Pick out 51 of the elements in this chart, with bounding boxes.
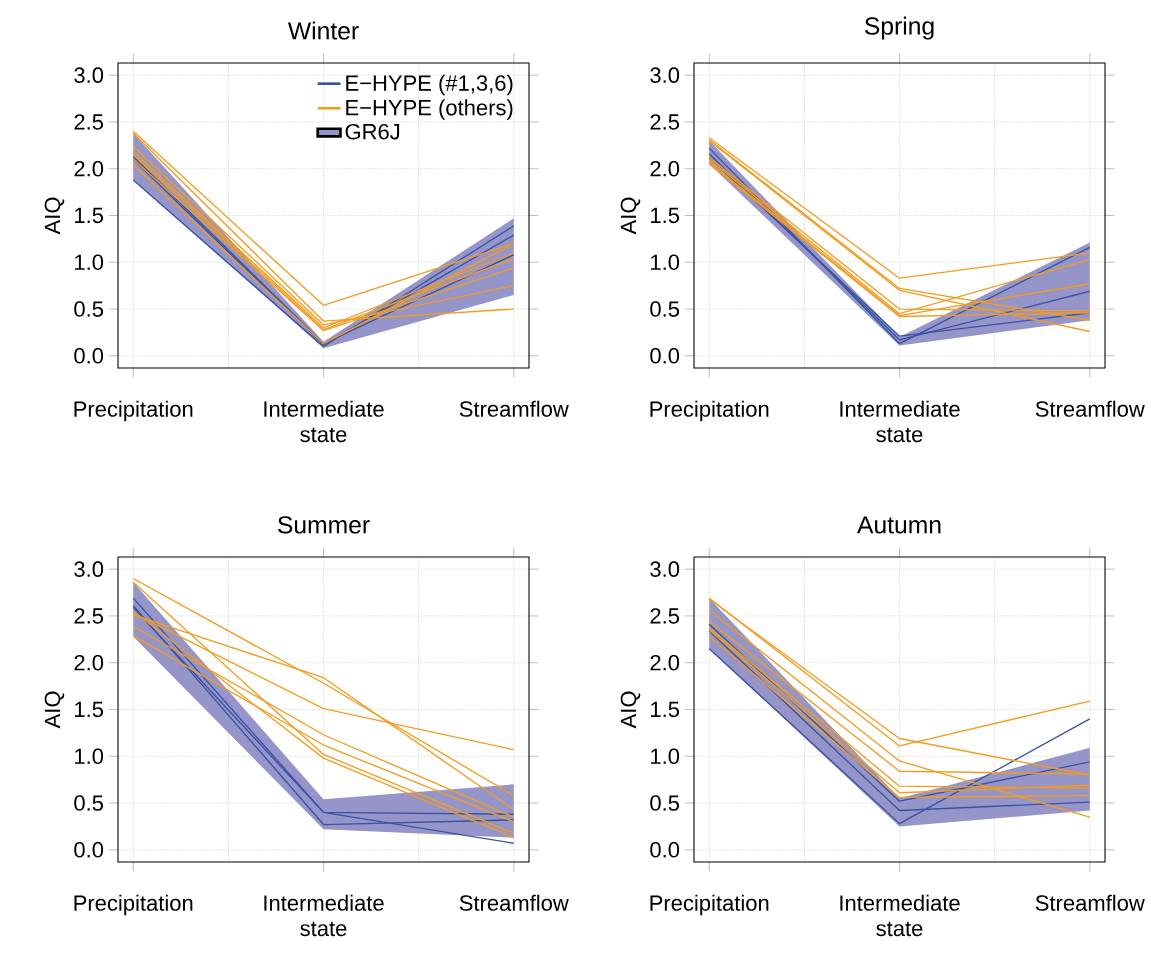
x-tick-label: Streamflow	[1035, 400, 1145, 417]
y-axis-title: AIQ	[44, 197, 65, 235]
y-tick-label: 2.0	[74, 654, 104, 671]
y-axis-title: AIQ	[620, 197, 641, 235]
y-tick-label: 0.5	[650, 795, 680, 811]
y-tick-label: 1.5	[75, 207, 104, 224]
y-tick-label: 1.0	[75, 748, 104, 765]
y-tick-label: 1.5	[75, 701, 104, 718]
x-tick-label: Streamflow	[459, 400, 569, 417]
y-axis-title: AIQ	[620, 691, 641, 729]
y-tick-label: 0.0	[74, 842, 104, 858]
x-tick-label: Intermediate state	[264, 400, 384, 443]
x-tick-label: Precipitation	[74, 400, 193, 422]
y-tick-label: 0.0	[650, 842, 680, 858]
x-tick-label: Streamflow	[1035, 894, 1145, 911]
y-tick-label: 2.5	[650, 608, 680, 624]
chart-title: Winter	[287, 21, 359, 40]
chart-title: Spring	[864, 16, 934, 40]
x-tick-label: Streamflow	[459, 894, 569, 911]
y-tick-label: 1.0	[75, 254, 104, 271]
y-tick-label: 2.5	[74, 114, 104, 130]
x-tick-label: Precipitation	[650, 400, 769, 422]
y-tick-label: 2.0	[74, 160, 104, 177]
y-tick-label: 0.5	[74, 795, 104, 811]
y-tick-label: 0.5	[74, 301, 104, 317]
chart-title: Autumn	[857, 516, 941, 534]
x-tick-label: Intermediate state	[840, 894, 960, 937]
y-tick-label: 2.5	[650, 114, 680, 130]
x-tick-label: Precipitation	[650, 894, 769, 916]
y-axis-title: AIQ	[44, 691, 65, 729]
chart-title: Summer	[278, 516, 370, 534]
y-tick-label: 1.0	[651, 254, 680, 271]
y-tick-label: 0.0	[650, 348, 680, 364]
y-tick-label: 2.5	[74, 608, 104, 624]
legend-label: GR6J	[345, 123, 400, 140]
y-tick-label: 0.5	[650, 301, 680, 317]
y-tick-label: 1.5	[651, 701, 680, 718]
y-tick-label: 0.0	[74, 348, 104, 364]
legend-label: E−HYPE (others)	[346, 99, 513, 120]
y-tick-label: 3.0	[74, 67, 104, 83]
y-tick-label: 3.0	[74, 561, 104, 577]
x-tick-label: Intermediate state	[840, 400, 960, 443]
legend-label: E−HYPE (#1,3,6)	[346, 74, 513, 96]
x-tick-label: Intermediate state	[264, 894, 384, 937]
y-tick-label: 3.0	[650, 561, 680, 577]
y-tick-label: 1.5	[651, 207, 680, 224]
y-tick-label: 2.0	[650, 654, 680, 671]
y-tick-label: 1.0	[651, 748, 680, 765]
y-tick-label: 3.0	[650, 67, 680, 83]
x-tick-label: Precipitation	[74, 894, 193, 916]
y-tick-label: 2.0	[650, 160, 680, 177]
